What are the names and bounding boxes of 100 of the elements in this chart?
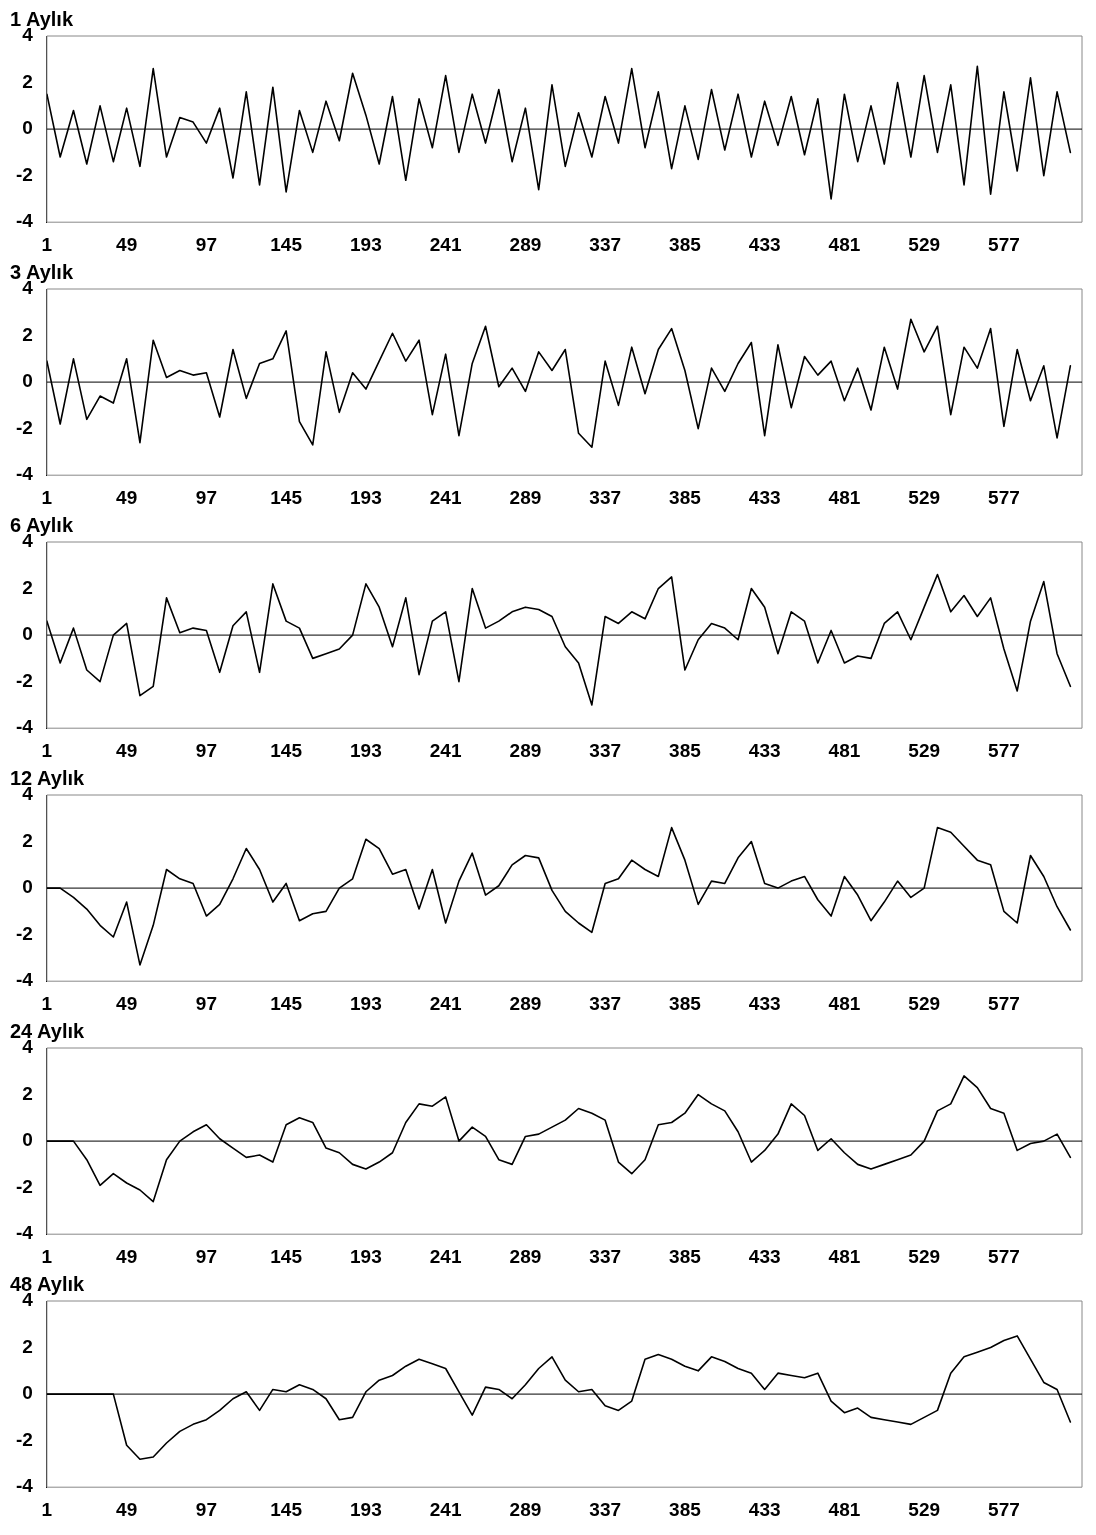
- y-tick-label: -4: [15, 969, 34, 991]
- y-tick-label: 2: [22, 1082, 33, 1104]
- x-tick-label: 1: [41, 1245, 53, 1267]
- x-tick-label: 145: [270, 1245, 303, 1267]
- x-tick-label: 97: [195, 486, 217, 508]
- y-tick-label: 0: [22, 876, 33, 898]
- x-tick-label: 145: [270, 1498, 303, 1520]
- x-tick-label: 97: [195, 1498, 217, 1520]
- x-tick-label: 193: [350, 1498, 382, 1520]
- x-tick-label: 145: [270, 992, 303, 1014]
- y-tick-label: -4: [15, 210, 34, 232]
- x-tick-label: 337: [589, 739, 622, 761]
- x-tick-label: 481: [828, 1498, 861, 1520]
- x-tick-label: 481: [828, 739, 861, 761]
- x-tick-label: 145: [270, 739, 303, 761]
- y-tick-label: 2: [22, 70, 33, 92]
- x-tick-label: 337: [589, 1245, 622, 1267]
- y-tick-label: 2: [22, 576, 33, 598]
- x-tick-label: 577: [988, 486, 1020, 508]
- x-tick-label: 97: [195, 1245, 217, 1267]
- x-tick-label: 289: [509, 1245, 542, 1267]
- y-tick-label: -2: [15, 669, 33, 691]
- x-tick-label: 145: [270, 233, 303, 255]
- x-tick-label: 49: [116, 739, 138, 761]
- x-tick-label: 577: [988, 1245, 1020, 1267]
- x-tick-label: 385: [669, 486, 702, 508]
- chart-title: 1 Aylık: [10, 7, 74, 30]
- x-tick-label: 97: [195, 992, 217, 1014]
- x-tick-label: 289: [509, 1498, 542, 1520]
- x-tick-label: 241: [429, 992, 462, 1014]
- x-tick-label: 193: [350, 486, 382, 508]
- y-tick-label: -2: [15, 1175, 33, 1197]
- x-tick-label: 433: [748, 233, 781, 255]
- x-tick-label: 193: [350, 1245, 382, 1267]
- y-tick-label: 2: [22, 829, 33, 851]
- x-tick-label: 289: [509, 992, 542, 1014]
- y-tick-label: -2: [15, 416, 33, 438]
- x-tick-label: 481: [828, 233, 861, 255]
- x-tick-label: 577: [988, 233, 1020, 255]
- x-tick-label: 337: [589, 233, 622, 255]
- x-tick-label: 49: [116, 233, 138, 255]
- x-tick-label: 241: [429, 233, 462, 255]
- x-tick-label: 433: [748, 992, 781, 1014]
- x-tick-label: 385: [669, 1498, 702, 1520]
- x-tick-label: 385: [669, 233, 702, 255]
- x-tick-label: 145: [270, 486, 303, 508]
- x-tick-label: 337: [589, 992, 622, 1014]
- x-tick-label: 433: [748, 739, 781, 761]
- x-tick-label: 241: [429, 1245, 462, 1267]
- x-tick-label: 193: [350, 233, 382, 255]
- x-tick-label: 97: [195, 739, 217, 761]
- x-tick-label: 529: [908, 486, 941, 508]
- x-tick-label: 49: [116, 1498, 138, 1520]
- y-tick-label: -4: [15, 1222, 34, 1244]
- x-tick-label: 577: [988, 739, 1020, 761]
- y-tick-label: 0: [22, 1129, 33, 1151]
- x-tick-label: 529: [908, 233, 941, 255]
- x-tick-label: 49: [116, 1245, 138, 1267]
- x-tick-label: 289: [509, 486, 542, 508]
- y-tick-label: -2: [15, 163, 33, 185]
- x-tick-label: 385: [669, 992, 702, 1014]
- x-tick-label: 1: [41, 1498, 53, 1520]
- x-tick-label: 529: [908, 1245, 941, 1267]
- y-tick-label: 0: [22, 117, 33, 139]
- x-tick-label: 289: [509, 739, 542, 761]
- y-tick-label: 0: [22, 1382, 33, 1404]
- x-tick-label: 481: [828, 1245, 861, 1267]
- x-tick-label: 337: [589, 1498, 622, 1520]
- chart-title: 3 Aylık: [10, 260, 74, 283]
- x-tick-label: 289: [509, 233, 542, 255]
- y-tick-label: -4: [15, 1475, 34, 1497]
- x-tick-label: 241: [429, 486, 462, 508]
- x-tick-label: 385: [669, 739, 702, 761]
- y-tick-label: 0: [22, 370, 33, 392]
- x-tick-label: 529: [908, 992, 941, 1014]
- x-tick-label: 193: [350, 992, 382, 1014]
- x-tick-label: 1: [41, 739, 53, 761]
- x-tick-label: 577: [988, 992, 1020, 1014]
- y-tick-label: 2: [22, 1335, 33, 1357]
- x-tick-label: 1: [41, 233, 53, 255]
- y-tick-label: -2: [15, 922, 33, 944]
- x-tick-label: 433: [748, 486, 781, 508]
- x-tick-label: 1: [41, 486, 53, 508]
- x-tick-label: 97: [195, 233, 217, 255]
- chart-title: 6 Aylık: [10, 513, 74, 536]
- x-tick-label: 49: [116, 992, 138, 1014]
- x-tick-label: 1: [41, 992, 53, 1014]
- x-tick-label: 433: [748, 1498, 781, 1520]
- x-tick-label: 529: [908, 1498, 941, 1520]
- x-tick-label: 241: [429, 1498, 462, 1520]
- x-tick-label: 337: [589, 486, 622, 508]
- y-tick-label: 2: [22, 323, 33, 345]
- x-tick-label: 481: [828, 486, 861, 508]
- y-tick-label: -2: [15, 1428, 33, 1450]
- y-tick-label: 0: [22, 623, 33, 645]
- x-tick-label: 529: [908, 739, 941, 761]
- x-tick-label: 433: [748, 1245, 781, 1267]
- x-tick-label: 241: [429, 739, 462, 761]
- y-tick-label: -4: [15, 716, 34, 738]
- y-tick-label: -4: [15, 463, 34, 485]
